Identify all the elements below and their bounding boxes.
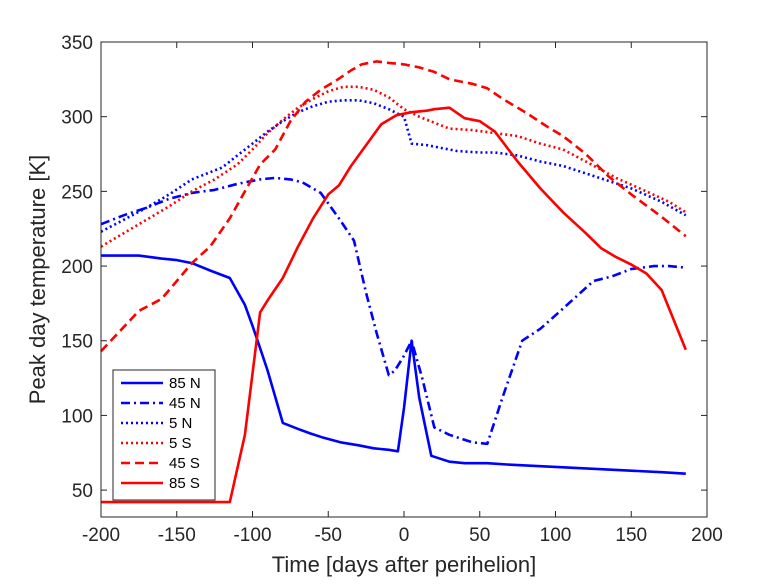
x-tick-label: -150 (158, 525, 196, 546)
y-tick-label: 150 (61, 332, 93, 353)
series-line-45-s (100, 60, 687, 353)
y-tick-label: 350 (61, 33, 93, 54)
x-tick-label: 0 (399, 525, 410, 546)
ticks-layer: -200 -150 -100 -50 0 50 100 150 200 50 100 150 200 25… (61, 33, 723, 546)
legend-label: 45 N (169, 395, 201, 412)
x-tick-label: 150 (615, 525, 647, 546)
x-tick-label: -50 (315, 525, 342, 546)
y-tick-label: 250 (61, 182, 93, 203)
series-line-5-n (100, 99, 687, 233)
legend-box (112, 369, 216, 501)
x-axis-label: Time [days after perihelion] (272, 552, 537, 577)
series-layer (100, 60, 688, 504)
y-tick-label: 50 (72, 481, 93, 502)
series-line-85-n (101, 254, 686, 475)
legend-label: 5 N (169, 415, 192, 432)
y-axis-label: Peak day temperature [K] (25, 155, 50, 404)
y-tick-label: 200 (61, 257, 93, 278)
y-tick-label: 100 (61, 406, 93, 427)
legend-label: 85 S (169, 475, 200, 492)
series-line-85-s (101, 106, 688, 504)
series-line-45-n (100, 176, 686, 446)
x-tick-label: 50 (469, 525, 490, 546)
x-tick-label: 100 (540, 525, 572, 546)
legend: 85 N 45 N 5 N 5 S 45 S 85 S (112, 369, 216, 501)
legend-label: 45 S (169, 455, 200, 472)
y-tick-label: 300 (61, 108, 93, 129)
legend-label: 5 S (169, 435, 192, 452)
x-tick-label: 200 (691, 525, 723, 546)
x-tick-label: -200 (82, 525, 120, 546)
legend-label: 85 N (169, 375, 201, 392)
x-tick-label: -100 (233, 525, 271, 546)
